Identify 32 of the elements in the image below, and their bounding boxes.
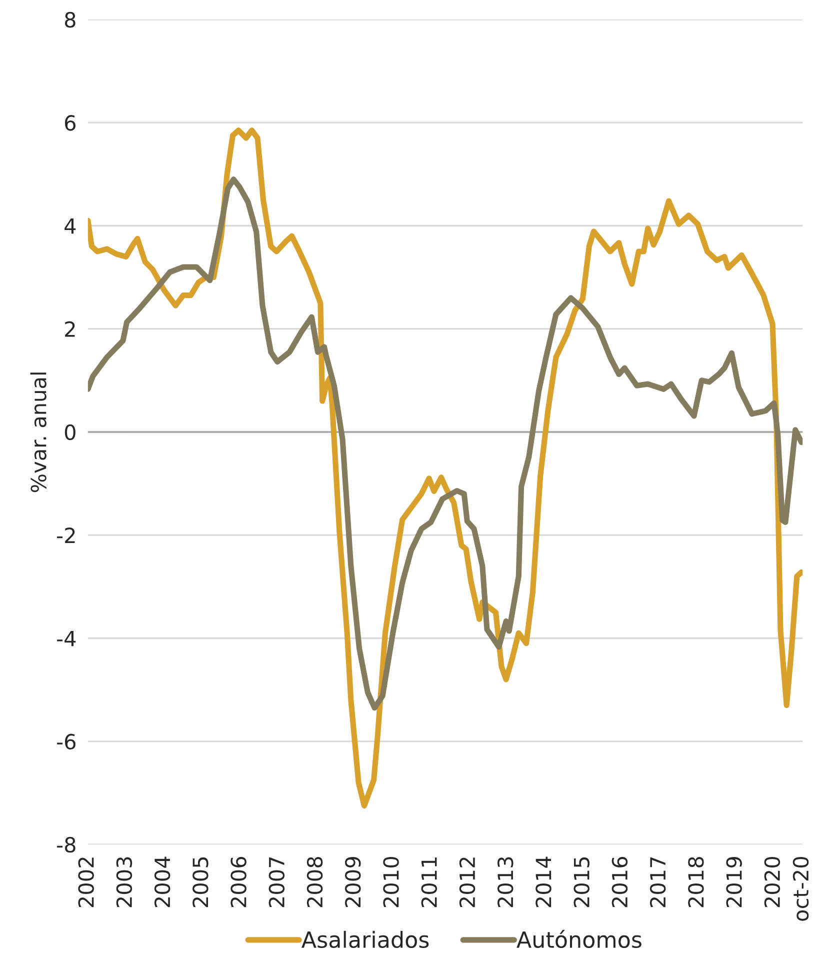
x-tick-label: 2006 [230,856,246,908]
y-tick-label: 8 [64,12,76,28]
x-tick-label: 2007 [268,857,285,908]
y-tick-label: -2 [57,528,75,544]
x-tick-label: 2002 [78,858,94,908]
x-tick-label: 2019 [726,857,742,908]
x-tick-label: 2018 [688,856,704,908]
y-tick-label: 2 [65,321,75,337]
x-tick-label: 2014 [536,856,552,908]
y-tick-label: -6 [57,734,76,750]
x-tick-label: 2015 [574,857,590,908]
x-tick-label: oct-20 [792,856,809,921]
x-tick-label: 2016 [612,856,628,908]
y-tick-label: -4 [57,630,76,646]
y-tick-label: 6 [65,115,76,131]
y-tick-label: -8 [57,836,76,853]
x-tick-label: 2012 [459,858,476,908]
y-axis-title: %var. anual [30,372,46,492]
legend-label: Autónomos [516,930,642,948]
x-tick-label: 2009 [345,857,361,908]
x-tick-label: 2013 [497,857,514,908]
x-tick-label: 2011 [421,857,438,908]
x-tick-label: 2020 [764,856,780,908]
y-tick-label: 0 [64,424,76,440]
y-tick-label: 4 [64,218,76,234]
x-tick-label: 2003 [116,857,132,908]
x-tick-label: 2017 [650,857,666,908]
x-tick-label: 2004 [154,856,170,908]
x-tick-label: 2008 [306,856,323,908]
x-tick-label: 2010 [383,856,399,908]
legend-label: Asalariados [302,930,429,948]
x-tick-label: 2005 [192,857,208,908]
